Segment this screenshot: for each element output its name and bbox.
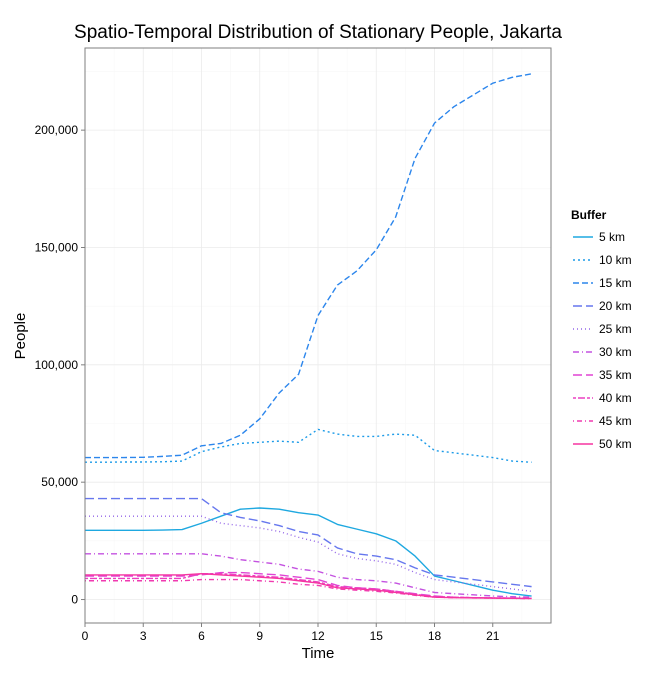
legend-label: 25 km: [599, 322, 632, 336]
x-tick-label: 6: [198, 629, 205, 643]
series-line: [85, 507, 532, 597]
x-tick-label: 9: [256, 629, 263, 643]
series-line: [85, 571, 532, 600]
axes: 0 3 6 9 12 15 18 21 0 50,000 100,000 150,000 200,000: [35, 123, 500, 643]
legend-label: 50 km: [599, 437, 632, 451]
legend-label: 30 km: [599, 345, 632, 359]
y-axis-label: People: [12, 313, 29, 360]
legend-label: 10 km: [599, 253, 632, 267]
legend-label: 15 km: [599, 276, 632, 290]
series-line: [85, 573, 532, 600]
legend-label: 20 km: [599, 299, 632, 313]
x-tick-label: 18: [428, 629, 442, 643]
x-axis-label: Time: [302, 645, 335, 662]
grid: [84, 48, 551, 623]
series-line: [85, 578, 532, 600]
series-lines: [85, 73, 532, 600]
series-line: [85, 428, 532, 463]
series-line: [85, 73, 532, 459]
x-tick-label: 21: [486, 629, 500, 643]
legend-label: 35 km: [599, 368, 632, 382]
legend: Buffer 5 km 10 km 15 km 20 km 25 km 30 km 35 k…: [571, 208, 632, 451]
y-tick-label: 50,000: [41, 475, 78, 489]
x-tick-label: 3: [140, 629, 147, 643]
chart-title: Spatio-Temporal Distribution of Stationa…: [74, 22, 562, 43]
legend-label: 45 km: [599, 414, 632, 428]
legend-label: 5 km: [599, 230, 625, 244]
legend-label: 40 km: [599, 391, 632, 405]
series-line: [85, 553, 532, 598]
y-tick-label: 100,000: [35, 358, 79, 372]
x-tick-label: 0: [82, 629, 89, 643]
y-tick-label: 200,000: [35, 123, 79, 137]
x-tick-label: 15: [370, 629, 384, 643]
y-tick-label: 150,000: [35, 240, 79, 254]
legend-title: Buffer: [571, 208, 607, 222]
x-tick-label: 12: [311, 629, 325, 643]
y-tick-label: 0: [71, 593, 78, 607]
